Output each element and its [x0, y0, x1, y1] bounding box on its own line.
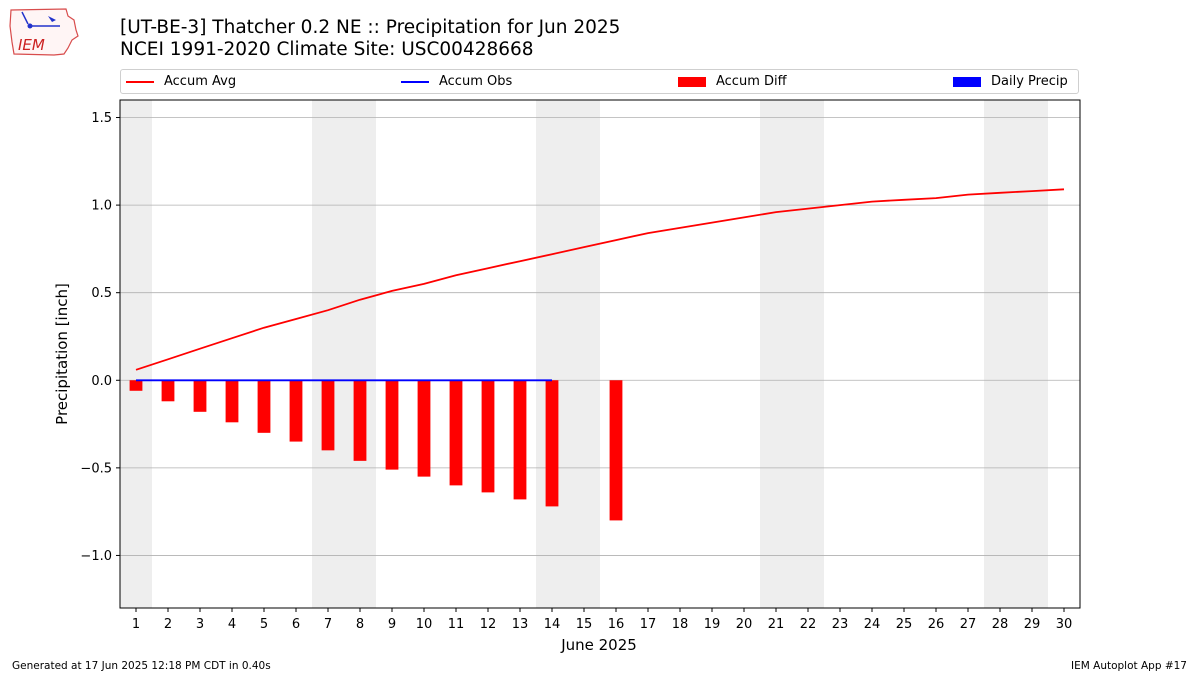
- weekend-shading: [120, 100, 1048, 608]
- accum-diff-bar-10: [417, 380, 431, 477]
- x-tick-label: 25: [896, 617, 913, 632]
- y-tick-label: 1.5: [91, 111, 112, 126]
- x-tick-label: 26: [928, 617, 945, 632]
- y-tick-label: −0.5: [80, 461, 112, 476]
- x-tick-label: 12: [480, 617, 497, 632]
- legend-swatch-accum-diff: [678, 76, 706, 87]
- iem-logo: IEM: [8, 6, 80, 60]
- accum-diff-bar-5: [257, 380, 271, 433]
- x-tick-label: 30: [1056, 617, 1073, 632]
- x-tick-label: 6: [292, 617, 300, 632]
- accum-diff-bar-7: [321, 380, 335, 451]
- x-tick-label: 23: [832, 617, 849, 632]
- accum-diff-bar-3: [193, 380, 207, 412]
- accum-diff-bar-4: [225, 380, 239, 423]
- x-tick-label: 18: [672, 617, 689, 632]
- accum-diff-bar-11: [449, 380, 463, 486]
- legend-swatch-daily-precip: [953, 76, 981, 87]
- accum-diff-bar-13: [513, 380, 527, 500]
- x-tick-label: 27: [960, 617, 977, 632]
- legend-item-accum-avg: Accum Avg: [126, 70, 236, 93]
- accum-diff-bar-8: [353, 380, 367, 461]
- footer-generated: Generated at 17 Jun 2025 12:18 PM CDT in…: [12, 660, 271, 672]
- x-tick-label: 21: [768, 617, 785, 632]
- legend-label-accum-avg: Accum Avg: [164, 74, 237, 89]
- x-tick-label: 7: [324, 617, 332, 632]
- chart-subtitle: NCEI 1991-2020 Climate Site: USC00428668: [120, 39, 534, 60]
- weekend-band-28: [984, 100, 1048, 608]
- y-tick-label: 1.0: [91, 199, 112, 214]
- y-tick-label: 0.0: [91, 374, 112, 389]
- logo-text: IEM: [18, 36, 45, 54]
- accum-diff-bar-14: [545, 380, 559, 507]
- y-axis-label: Precipitation [inch]: [53, 283, 71, 425]
- x-tick-label: 16: [608, 617, 625, 632]
- x-tick-label: 17: [640, 617, 657, 632]
- legend-item-accum-diff: Accum Diff: [678, 70, 787, 93]
- weekend-band-21: [760, 100, 824, 608]
- footer-app: IEM Autoplot App #17: [1071, 660, 1187, 672]
- weekend-band-7: [312, 100, 376, 608]
- x-tick-label: 3: [196, 617, 204, 632]
- weekend-band-14: [536, 100, 600, 608]
- x-tick-label: 28: [992, 617, 1009, 632]
- plot-frame: [119, 99, 1081, 609]
- x-tick-label: 9: [388, 617, 396, 632]
- x-tick-label: 4: [228, 617, 236, 632]
- x-tick-label: 29: [1024, 617, 1041, 632]
- legend-item-daily-precip: Daily Precip: [953, 70, 1068, 93]
- x-tick-label: 20: [736, 617, 753, 632]
- legend-swatch-accum-avg: [126, 80, 154, 83]
- x-tick-label: 24: [864, 617, 881, 632]
- legend-label-accum-obs: Accum Obs: [439, 74, 513, 89]
- x-tick-label: 19: [704, 617, 721, 632]
- x-tick-label: 2: [164, 617, 172, 632]
- x-axis-label: June 2025: [560, 636, 637, 654]
- x-tick-label: 13: [512, 617, 529, 632]
- legend-label-accum-diff: Accum Diff: [716, 74, 787, 89]
- accum-diff-bar-6: [289, 380, 303, 442]
- axes: −1.0−0.50.00.51.01.51 2 3 4 5 6 7 8 9 10 11 12 13 14 1…: [80, 99, 1081, 632]
- y-tick-label: −1.0: [80, 549, 112, 564]
- x-tick-label: 15: [576, 617, 593, 632]
- x-tick-label: 10: [416, 617, 433, 632]
- accum-diff-bars: [129, 380, 623, 521]
- accum-diff-bar-16: [609, 380, 623, 521]
- x-tick-label: 1: [132, 617, 140, 632]
- x-tick-label: 11: [448, 617, 465, 632]
- series-lines: [135, 188, 1065, 382]
- y-tick-label: 0.5: [91, 286, 112, 301]
- accum-diff-bar-1: [129, 380, 143, 391]
- x-tick-label: 14: [544, 617, 561, 632]
- legend-label-daily-precip: Daily Precip: [991, 74, 1068, 89]
- weekend-band-1: [120, 100, 152, 608]
- x-tick-label: 5: [260, 617, 268, 632]
- accum-avg-line: [135, 188, 1065, 371]
- legend-swatch-accum-obs: [401, 80, 429, 83]
- legend-item-accum-obs: Accum Obs: [401, 70, 512, 93]
- accum-diff-bar-2: [161, 380, 175, 402]
- accum-diff-bar-12: [481, 380, 495, 493]
- x-tick-label: 8: [356, 617, 364, 632]
- x-tick-label: 22: [800, 617, 817, 632]
- accum-diff-bar-9: [385, 380, 399, 470]
- chart-legend: Accum Avg Accum Obs Accum Diff Daily Pre…: [120, 69, 1079, 94]
- chart-title: [UT-BE-3] Thatcher 0.2 NE :: Precipitati…: [120, 17, 621, 38]
